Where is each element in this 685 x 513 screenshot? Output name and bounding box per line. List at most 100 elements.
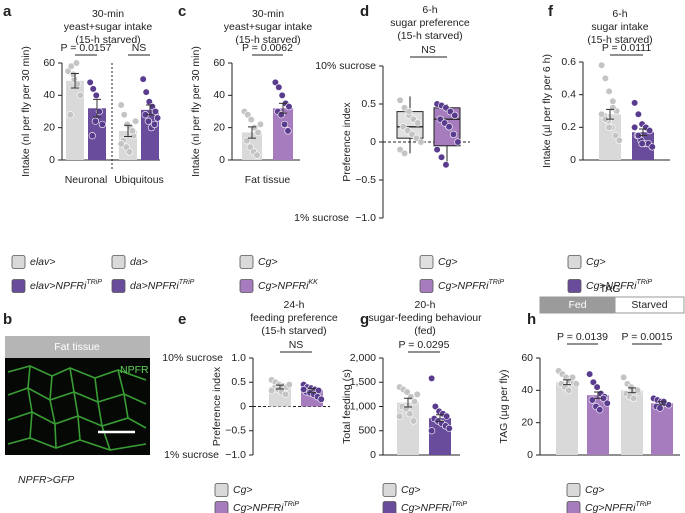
data-point — [271, 78, 280, 86]
legend-sup: TRiP — [451, 501, 467, 508]
error-bar — [436, 414, 444, 423]
legend-sup: TRiP — [636, 279, 652, 286]
chart-title: 6-h — [612, 8, 627, 20]
data-point — [605, 123, 613, 131]
y-tick-label: −1.0 — [225, 449, 246, 461]
category-label: Starved — [631, 299, 667, 311]
y-tick-label: 1,500 — [350, 376, 376, 388]
legend-name: da> — [130, 256, 148, 268]
bar — [273, 108, 293, 160]
data-point — [400, 149, 409, 157]
stain-label: NPFR — [120, 364, 149, 376]
panel-letter: a — [3, 3, 12, 20]
legend-sup: TRiP — [488, 279, 504, 286]
data-point — [413, 390, 421, 398]
data-point — [142, 88, 150, 96]
y-tick-label: 0 — [219, 154, 225, 166]
axis-note: 1% sucrose — [164, 449, 219, 461]
data-point — [406, 410, 414, 418]
data-point — [411, 398, 419, 406]
category-label: Fed — [568, 299, 586, 311]
data-point — [76, 91, 84, 99]
data-point — [589, 378, 597, 386]
data-point — [284, 127, 292, 135]
data-point — [95, 107, 103, 116]
chart-title: (15-h starved) — [587, 34, 652, 46]
data-point — [251, 124, 259, 132]
data-point — [609, 104, 617, 112]
data-point — [405, 107, 413, 116]
chart-title: sugar preference — [390, 17, 470, 29]
axis-note: 10% sucrose — [162, 352, 223, 364]
data-point — [139, 75, 147, 83]
y-tick-label: 10% sucrose — [315, 60, 376, 72]
y-axis-label: TAG (µg per fly) — [498, 369, 510, 443]
data-point — [247, 115, 255, 124]
bar — [651, 403, 673, 455]
y-tick-label: 0 — [527, 449, 533, 461]
legend-label: Cg> — [585, 484, 605, 496]
y-tick-label: 2,000 — [350, 352, 376, 364]
data-point — [586, 370, 594, 378]
chart-title: 24-h — [283, 299, 304, 311]
panel-b: b Fat tissue NPFR NPFR>GFP — [3, 311, 150, 486]
legend-swatch — [382, 501, 397, 513]
data-point — [92, 91, 100, 99]
y-tick-label: −1.0 — [355, 212, 376, 224]
data-point — [598, 110, 606, 118]
data-point — [598, 61, 606, 69]
error-bar — [606, 108, 614, 120]
legend-label: elav>NPFRiTRiP — [30, 279, 102, 292]
error-bar — [279, 102, 287, 114]
legend-sup: TRiP — [283, 501, 299, 508]
legend-label: Cg> — [586, 256, 606, 268]
error-bar — [628, 387, 636, 394]
legend-label: Cg>NPFRiTRiP — [233, 501, 299, 513]
data-point — [443, 412, 451, 420]
legend-label: Cg> — [401, 484, 421, 496]
data-point — [69, 70, 77, 78]
y-tick-label: 0.4 — [561, 88, 576, 100]
data-point — [285, 381, 293, 389]
data-point — [268, 386, 276, 395]
category-header — [614, 296, 685, 314]
data-point — [72, 59, 81, 67]
data-point — [445, 123, 453, 131]
data-point — [396, 412, 404, 420]
y-tick-label: 20 — [521, 416, 533, 428]
y-axis-label: Total feeding (s) — [341, 369, 353, 444]
y-tick-label: −0.5 — [225, 425, 246, 437]
legend-label: Cg> — [233, 484, 253, 496]
chart-title: yeast+sugar intake — [64, 21, 153, 33]
data-point — [151, 107, 159, 116]
y-tick-label: 40 — [521, 384, 533, 396]
data-point — [244, 111, 252, 119]
error-bar — [71, 73, 79, 89]
chart-title: (15-h starved) — [261, 325, 326, 337]
y-tick-label: 0 — [370, 136, 376, 148]
data-point — [117, 101, 125, 109]
y-tick-label: 0.5 — [361, 98, 376, 110]
y-tick-label: 500 — [358, 425, 376, 437]
chart-title: (15-h starved) — [397, 30, 462, 42]
error-bar — [248, 126, 256, 139]
error-bar — [93, 98, 101, 118]
y-tick-label: 60 — [43, 57, 55, 69]
legend-name: Cg> — [586, 256, 606, 268]
data-point — [568, 373, 577, 382]
category-label: Fat tissue — [245, 174, 291, 186]
error-bar — [563, 379, 571, 386]
data-point — [656, 404, 664, 412]
y-axis-label: Preference index — [341, 102, 353, 182]
y-tick-label: 40 — [213, 89, 225, 101]
data-point — [253, 151, 261, 159]
chart-title: 30-min — [92, 8, 124, 20]
data-point — [88, 132, 96, 140]
y-tick-label: 0 — [49, 154, 55, 166]
data-point — [428, 427, 436, 435]
y-tick-label: 20 — [213, 121, 225, 133]
legend-label: Cg> — [258, 256, 278, 268]
legend-swatch — [11, 279, 26, 293]
data-point — [631, 123, 639, 131]
data-point — [144, 117, 152, 125]
